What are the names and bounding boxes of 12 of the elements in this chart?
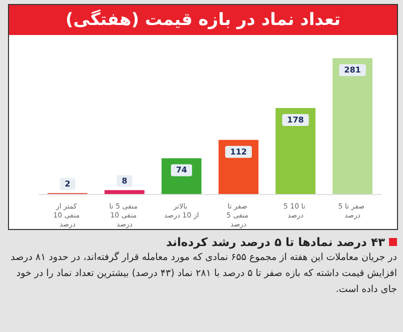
bar xyxy=(276,108,316,194)
text: ۴۳ درصد نمادها تا ۵ درصد رشد کرده‌اند xyxy=(166,234,385,250)
data-label: 281 xyxy=(344,66,362,75)
bar xyxy=(332,58,372,194)
data-label: 112 xyxy=(230,147,247,156)
data-label: 2 xyxy=(64,180,70,189)
bar xyxy=(104,190,144,194)
data-label: 178 xyxy=(287,115,304,124)
data-label: 8 xyxy=(122,176,128,186)
chart-title: تعداد نماد در بازه قیمت (هفتگی) xyxy=(9,5,397,35)
text: در جریان معاملات این هفته از مجموع ۶۵۵ نمادی که مورد معامله قرار گرفته‌اند، در حدود ۸۱ درصد افزایش قیمت داشته که بازه صفر تا ۵ درصد با ۲۸۱ نماد (۴۳ درصد) بیشترین تعداد نماد را در خود جای داده است. xyxy=(10,250,397,297)
data-label: 74 xyxy=(176,166,188,175)
